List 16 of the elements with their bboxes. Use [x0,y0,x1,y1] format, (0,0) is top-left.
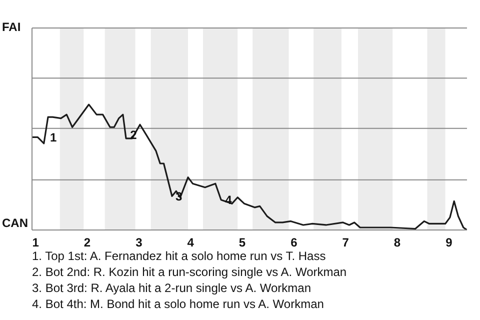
x-tick-label: 5 [238,236,246,250]
text: CAN [2,216,28,230]
x-tick-label: 8 [394,236,401,250]
x-tick-label: 4 [187,236,194,250]
x-tick-label: 7 [342,236,350,250]
text: 3. Bot 3rd: R. Ayala hit a 2-run single vs A. Workman [32,280,312,296]
x-tick-label: 9 [446,236,453,250]
x-tick-label: 3 [136,236,143,250]
text: 2. Bot 2nd: R. Kozin hit a run-scoring single vs A. Workman [32,264,348,280]
x-tick-label: 1 [32,236,40,250]
text: FAI [2,20,21,34]
text: 1. Top 1st: A. Fernandez hit a solo home run vs T. Hass [32,248,327,264]
annotation: 1 [50,130,58,144]
text: 4. Bot 4th: M. Bond hit a solo home run vs A. Workman [32,296,325,312]
x-tick-label: 2 [84,236,91,250]
x-tick-label: 6 [290,236,298,250]
